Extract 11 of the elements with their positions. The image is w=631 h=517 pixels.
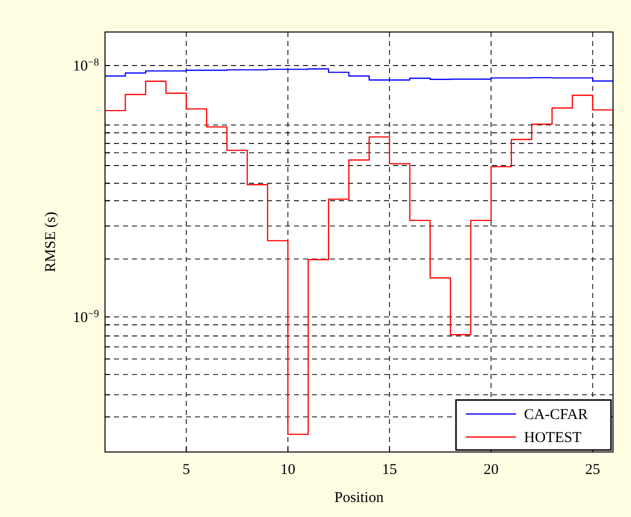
x-tick-label: 25 (585, 462, 600, 478)
x-tick-label: 20 (484, 462, 499, 478)
x-tick-label: 5 (182, 462, 190, 478)
y-axis-title: RMSE (s) (43, 212, 59, 272)
y-tick-label: 10$^{−8}$ (72, 57, 99, 75)
legend-label: CA-CFAR (524, 407, 588, 423)
y-tick-label: 10$^{−9}$ (72, 308, 99, 326)
x-tick-label: 15 (382, 462, 397, 478)
x-tick-label: 10 (280, 462, 296, 478)
legend-label: HOTEST (524, 430, 582, 446)
x-axis-title: Position (334, 490, 384, 506)
